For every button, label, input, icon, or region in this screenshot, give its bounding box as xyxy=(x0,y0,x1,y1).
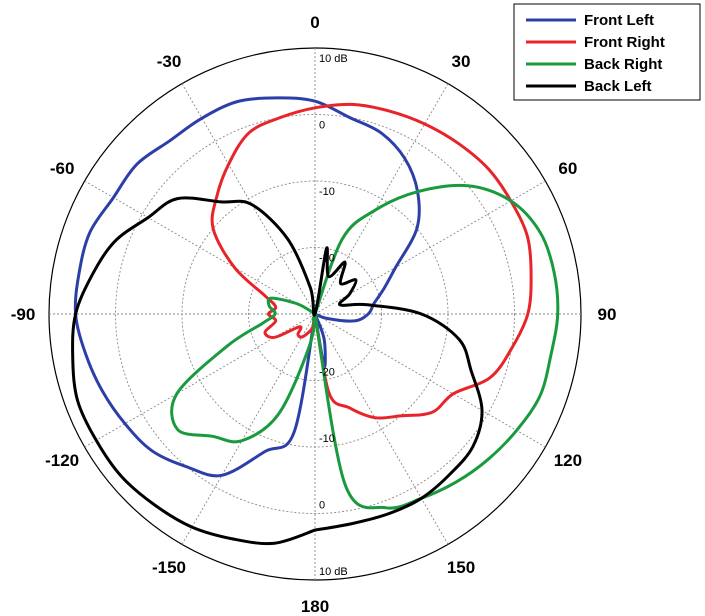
ring-label-bottom: 10 dB xyxy=(319,566,348,578)
grid-spoke xyxy=(84,180,316,315)
legend: Front Left Front Right Back Right Back Left xyxy=(513,3,701,101)
legend-label-front-left: Front Left xyxy=(584,12,654,29)
grid-spoke xyxy=(314,313,546,448)
grid-spoke xyxy=(314,313,449,545)
angle-tick-label: 0 xyxy=(310,13,319,32)
ring-label-bottom: -20 xyxy=(319,367,335,379)
angle-tick-label: -30 xyxy=(157,52,182,71)
grid-spoke xyxy=(314,180,546,315)
legend-label-back-left: Back Left xyxy=(584,78,652,95)
ring-label-top: 10 dB xyxy=(319,53,348,65)
grid-ring xyxy=(248,247,382,381)
angle-tick-label: 60 xyxy=(558,159,577,178)
angle-tick-label: -120 xyxy=(45,451,79,470)
label-layer: 0 30 60 90 120 150 180 -150 -120 -90 -60 -30 -20 -20 -… xyxy=(11,13,617,616)
series-back-right xyxy=(170,183,560,510)
angle-tick-label: 120 xyxy=(554,451,582,470)
grid-ring xyxy=(115,114,515,514)
angle-tick-label: -60 xyxy=(50,159,75,178)
angle-tick-label: -90 xyxy=(11,305,36,324)
grid-spoke xyxy=(314,83,449,315)
ring-label-top: -10 xyxy=(319,186,335,198)
ring-label-bottom: -10 xyxy=(319,433,335,445)
ring-label-top: 0 xyxy=(319,120,325,132)
grid-spoke xyxy=(181,83,316,315)
ring-label-top: -20 xyxy=(319,253,335,265)
angle-tick-label: 150 xyxy=(447,558,475,577)
angle-tick-label: -150 xyxy=(152,558,186,577)
series-back-left xyxy=(71,196,484,546)
angle-tick-label: 180 xyxy=(301,597,329,616)
grid-spoke xyxy=(181,313,316,545)
angle-tick-label: 30 xyxy=(452,52,471,71)
legend-label-front-right: Front Right xyxy=(584,34,665,51)
legend-label-back-right: Back Right xyxy=(584,56,662,73)
ring-label-bottom: 0 xyxy=(319,500,325,512)
series-layer xyxy=(71,96,560,546)
series-front-right xyxy=(210,102,533,420)
series-front-left xyxy=(73,96,421,478)
angle-tick-label: 90 xyxy=(598,305,617,324)
